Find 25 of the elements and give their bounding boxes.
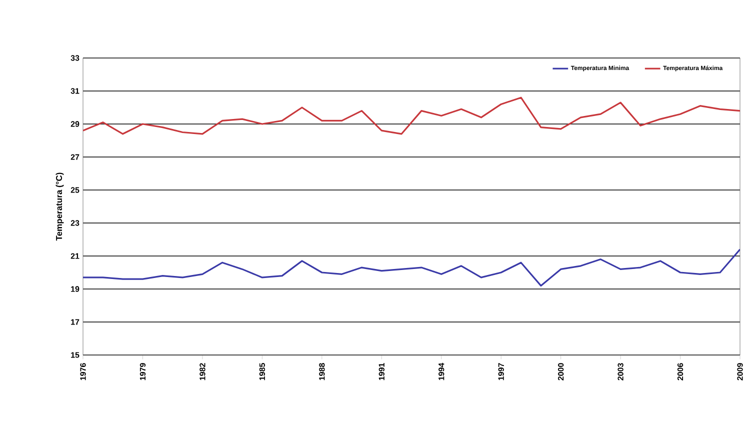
- x-tick-label: 1976: [80, 363, 86, 380]
- y-tick-label: 33: [70, 55, 80, 61]
- y-tick-label: 27: [70, 154, 80, 160]
- x-tick-label: 2009: [737, 363, 743, 380]
- y-tick-label: 15: [71, 352, 80, 358]
- x-tick-label: 1997: [498, 363, 504, 380]
- y-tick-label: 29: [70, 121, 80, 127]
- y-tick-label: 21: [70, 253, 80, 259]
- x-tick-label: 2006: [677, 363, 684, 380]
- line-series: [83, 96, 740, 135]
- x-tick-label: 1979: [140, 363, 146, 380]
- y-tick-label: 23: [70, 220, 80, 226]
- x-tick-label: 1988: [319, 363, 325, 380]
- x-tick-label: 1994: [438, 362, 444, 380]
- x-tick-label: 1982: [200, 363, 206, 380]
- x-tick-label: 1985: [259, 363, 266, 380]
- x-tick-label: 2000: [558, 363, 564, 380]
- y-tick-label: 25: [70, 187, 80, 193]
- x-tick-label: 1991: [378, 363, 384, 380]
- y-axis-title: Temperatura (°C): [56, 172, 64, 241]
- y-tick-label: 19: [71, 286, 80, 292]
- x-tick-label: 2003: [618, 363, 624, 380]
- line-series: [83, 248, 740, 286]
- y-tick-label: 31: [70, 88, 80, 94]
- y-tick-label: 17: [71, 319, 80, 325]
